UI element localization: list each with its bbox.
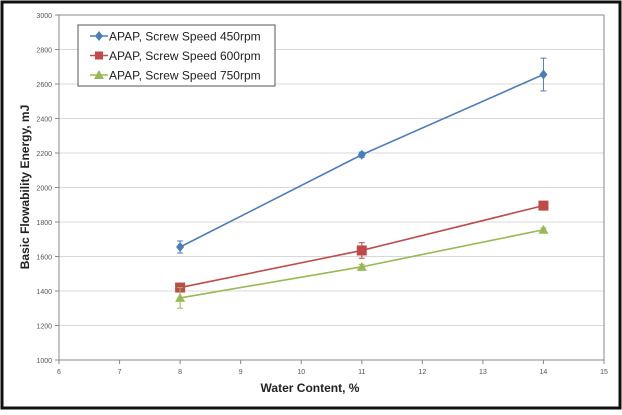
legend-label: APAP, Screw Speed 450rpm <box>109 30 261 44</box>
y-tick-label: 2800 <box>36 48 52 55</box>
x-tick-label: 6 <box>57 369 61 376</box>
legend: APAP, Screw Speed 450rpm APAP, Screw Spee… <box>77 24 276 87</box>
square-marker <box>538 200 549 211</box>
diamond-marker <box>357 149 366 160</box>
triangle-marker <box>538 224 549 234</box>
y-tick-label: 2600 <box>36 82 52 89</box>
diamond-marker <box>95 31 103 41</box>
y-tick-label: 3000 <box>36 13 52 20</box>
x-tick-label: 7 <box>118 369 122 376</box>
square-marker <box>356 245 367 256</box>
legend-box <box>77 24 276 87</box>
y-tick-label: 1200 <box>36 324 52 331</box>
triangle-marker <box>94 70 104 79</box>
diamond-marker <box>176 242 185 253</box>
x-tick-label: 8 <box>178 369 182 376</box>
y-tick-label: 1400 <box>36 289 52 296</box>
y-tick-label: 1600 <box>36 255 52 262</box>
x-tick-label: 12 <box>418 369 426 376</box>
diamond-marker <box>539 69 548 80</box>
y-axis-label: Basic Flowability Energy, mJ <box>18 105 32 270</box>
x-tick-label: 13 <box>479 369 487 376</box>
y-tick-label: 2000 <box>36 186 52 193</box>
legend-label: APAP, Screw Speed 750rpm <box>109 69 261 83</box>
y-tick-label: 1000 <box>36 358 52 365</box>
triangle-marker <box>175 292 186 302</box>
x-tick-label: 9 <box>239 369 243 376</box>
x-tick-label: 10 <box>297 369 305 376</box>
triangle-marker <box>356 261 367 271</box>
y-tick-label: 2200 <box>36 151 52 158</box>
legend-label: APAP, Screw Speed 600rpm <box>109 49 261 63</box>
x-tick-label: 14 <box>540 369 548 376</box>
square-marker <box>95 51 103 60</box>
series-0 <box>176 57 548 254</box>
y-tick-label: 2400 <box>36 117 52 124</box>
x-axis-label: Water Content, % <box>261 381 360 395</box>
x-tick-label: 15 <box>600 369 608 376</box>
series-2 <box>175 224 549 309</box>
x-tick-label: 11 <box>358 369 365 376</box>
y-tick-label: 1800 <box>36 220 52 227</box>
